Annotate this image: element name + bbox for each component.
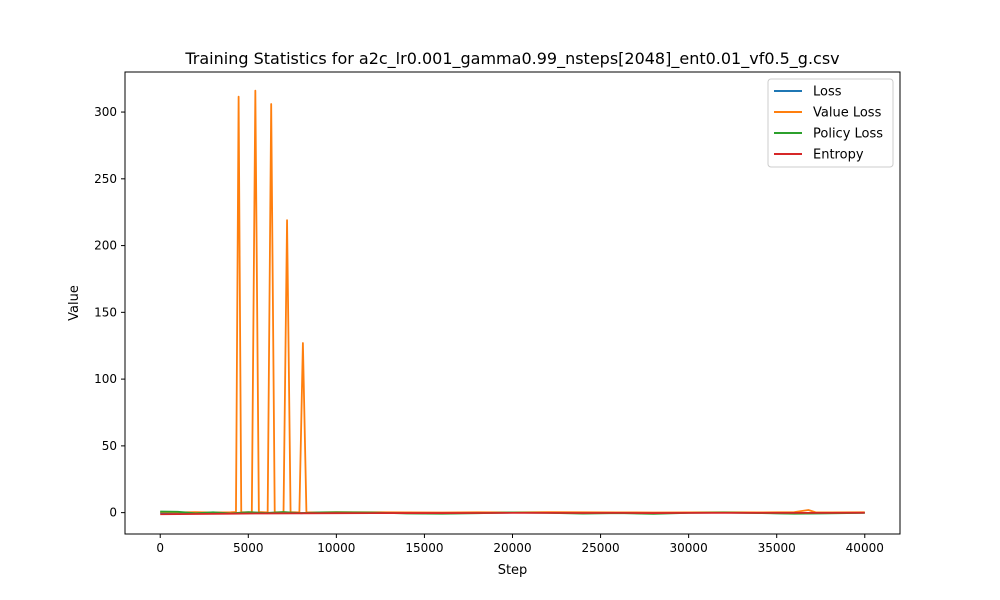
x-tick-label: 40000 [846,541,884,555]
series-layer [160,89,865,516]
legend-label-entropy: Entropy [813,148,864,163]
legend-box [767,78,894,168]
x-tick-label: 5000 [233,541,264,555]
legend-label-loss: Loss [813,85,842,100]
y-tick-label: 100 [94,372,117,386]
x-axis-ticks: 0 5000 10000 15000 20000 25000 30000 35000 40000 [156,534,884,555]
legend: Loss Value Loss Policy Loss Entropy [767,78,894,168]
x-tick-label: 15000 [405,541,443,555]
series-line-entropy [160,511,865,516]
y-tick-label: 200 [94,239,117,253]
plot-area [124,71,901,535]
x-tick-label: 25000 [581,541,619,555]
x-axis-label: Step [498,563,528,578]
y-tick-label: 50 [102,439,117,453]
y-tick-label: 0 [109,506,117,520]
y-tick-label: 150 [94,305,117,319]
x-tick-label: 10000 [317,541,355,555]
y-axis-ticks: 0 50 100 150 200 250 300 [94,105,125,520]
y-axis-label: Value [67,285,82,321]
x-tick-label: 35000 [758,541,796,555]
x-tick-label: 20000 [493,541,531,555]
legend-label-value-loss: Value Loss [813,106,882,121]
chart-title: Training Statistics for a2c_lr0.001_gamm… [184,49,839,69]
y-tick-label: 300 [94,105,117,119]
x-tick-label: 0 [156,541,164,555]
y-tick-label: 250 [94,172,117,186]
x-tick-label: 30000 [670,541,708,555]
legend-items: Loss Value Loss Policy Loss Entropy [774,85,883,163]
legend-label-policy-loss: Policy Loss [813,127,883,142]
